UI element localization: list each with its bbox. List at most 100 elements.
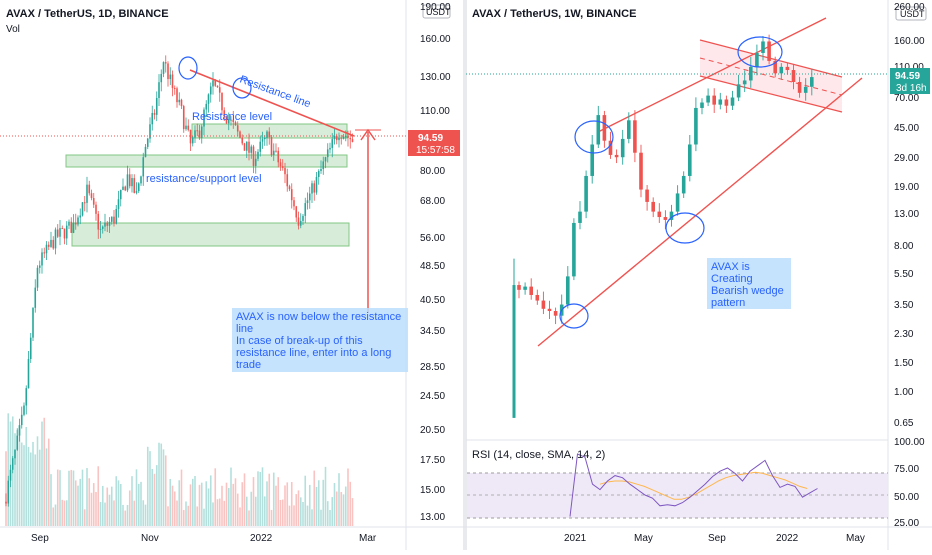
volume-bar bbox=[279, 499, 282, 526]
volume-bar bbox=[252, 477, 255, 526]
volume-bar bbox=[83, 509, 86, 526]
daily-candle bbox=[45, 244, 48, 254]
volume-bar bbox=[234, 478, 237, 526]
daily-candle bbox=[160, 73, 163, 83]
price-tick: 29.00 bbox=[894, 153, 919, 164]
volume-bar bbox=[155, 465, 158, 526]
second-top-circle[interactable] bbox=[232, 77, 252, 99]
daily-candle bbox=[7, 480, 10, 504]
left-time-axis[interactable]: Sep Nov 2022 Mar bbox=[31, 533, 377, 544]
left-countdown-label: 15:57:58 bbox=[416, 145, 455, 156]
volume-bar bbox=[225, 482, 228, 526]
volume-bar bbox=[47, 438, 50, 526]
volume-bar bbox=[158, 442, 160, 526]
note-box-bg bbox=[232, 308, 408, 372]
left-note-box[interactable]: AVAX is now below the resistance line In… bbox=[232, 308, 408, 372]
daily-candle bbox=[270, 137, 273, 155]
volume-bar bbox=[351, 498, 354, 526]
daily-candle bbox=[106, 222, 109, 226]
daily-candle bbox=[128, 174, 131, 187]
daily-candle bbox=[36, 267, 39, 288]
right-note-box[interactable]: AVAX is Creating Bearish wedge pattern bbox=[707, 258, 791, 309]
weekly-candle bbox=[675, 193, 680, 212]
daily-candle bbox=[149, 124, 151, 139]
weekly-candle bbox=[730, 97, 735, 106]
daily-candle bbox=[263, 137, 266, 140]
price-tick: 0.65 bbox=[894, 418, 914, 429]
daily-candle bbox=[351, 139, 354, 142]
volume-bar bbox=[20, 442, 23, 526]
left-currency-badge-bg[interactable] bbox=[422, 4, 451, 19]
daily-candle bbox=[158, 82, 160, 99]
volume-bar bbox=[349, 481, 352, 526]
left-chart-title: AVAX / TetherUS, 1D, BINANCE bbox=[6, 8, 169, 20]
upper-trendline[interactable] bbox=[597, 17, 827, 133]
volume-bar bbox=[227, 488, 230, 526]
left-currency-badge: USDT bbox=[426, 7, 451, 17]
weekly-candle bbox=[639, 152, 643, 190]
volume-bar bbox=[7, 413, 10, 526]
volume-bar bbox=[86, 468, 88, 526]
right-time-axis[interactable]: 2021 May Sep 2022 May bbox=[564, 533, 865, 544]
volume-bar bbox=[257, 471, 259, 526]
lower-support-zone[interactable] bbox=[71, 222, 350, 247]
weekly-candle bbox=[547, 308, 552, 312]
note-line: Bearish wedge bbox=[711, 285, 784, 297]
volume-bar bbox=[167, 506, 169, 526]
time-label: May bbox=[846, 533, 865, 544]
rsi-tick: 25.00 bbox=[894, 518, 919, 529]
wedge-top[interactable] bbox=[699, 39, 843, 78]
weekly-candle bbox=[712, 95, 716, 105]
daily-candle bbox=[338, 137, 340, 141]
daily-candle bbox=[104, 222, 106, 227]
volume-bar bbox=[160, 443, 163, 526]
volume-bar bbox=[218, 498, 221, 526]
peak-circle[interactable] bbox=[574, 120, 614, 154]
resistance-trendline[interactable] bbox=[189, 69, 355, 137]
weekly-candle bbox=[602, 115, 607, 141]
daily-candle bbox=[261, 139, 264, 142]
left-price-axis[interactable]: USDT 190.00 160.00 130.00 110.00 80.00 68.00 5… bbox=[420, 2, 451, 523]
weekly-candle bbox=[718, 99, 723, 105]
weekly-candle bbox=[523, 286, 527, 290]
daily-candle bbox=[194, 130, 196, 138]
weekly-candle bbox=[742, 80, 747, 85]
volume-bar bbox=[326, 501, 329, 526]
daily-candle bbox=[349, 137, 352, 140]
lower-trendline[interactable] bbox=[537, 77, 863, 347]
mid-low-circle[interactable] bbox=[665, 212, 705, 244]
volume-bar bbox=[79, 478, 82, 526]
note-line: resistance line, enter into a long bbox=[236, 347, 391, 359]
price-tick: 40.50 bbox=[420, 295, 445, 306]
right-note-bg bbox=[707, 258, 791, 309]
daily-candle bbox=[146, 138, 149, 147]
top-circle[interactable] bbox=[178, 56, 198, 80]
daily-candle bbox=[279, 162, 282, 167]
volume-bar bbox=[216, 499, 219, 526]
volume-bar bbox=[144, 504, 147, 526]
daily-candle bbox=[61, 228, 64, 230]
volume-bar bbox=[333, 482, 336, 526]
weekly-candle bbox=[590, 144, 594, 176]
daily-candle bbox=[322, 161, 325, 170]
volume-bar bbox=[315, 486, 318, 526]
daily-candle bbox=[144, 146, 147, 158]
volume-bar bbox=[110, 486, 113, 526]
volume-bar bbox=[254, 496, 257, 526]
volume-bar bbox=[324, 466, 327, 526]
price-tick: 8.00 bbox=[894, 241, 914, 252]
wedge-bottom[interactable] bbox=[699, 75, 843, 113]
daily-candle bbox=[234, 122, 237, 126]
ath-circle[interactable] bbox=[737, 36, 783, 68]
daily-candle bbox=[113, 216, 115, 224]
low-circle[interactable] bbox=[559, 303, 589, 329]
right-currency-badge: USDT bbox=[900, 9, 925, 19]
volume-bar bbox=[27, 446, 30, 526]
support-resistance-zone[interactable] bbox=[65, 154, 348, 168]
daily-candle bbox=[317, 170, 320, 177]
volume-bar bbox=[223, 500, 226, 526]
right-currency-badge-bg[interactable] bbox=[895, 6, 927, 21]
right-price-axis[interactable]: USDT 260.00 160.00 110.00 70.00 45.00 29.00 19… bbox=[894, 2, 927, 429]
daily-candle bbox=[216, 85, 219, 88]
